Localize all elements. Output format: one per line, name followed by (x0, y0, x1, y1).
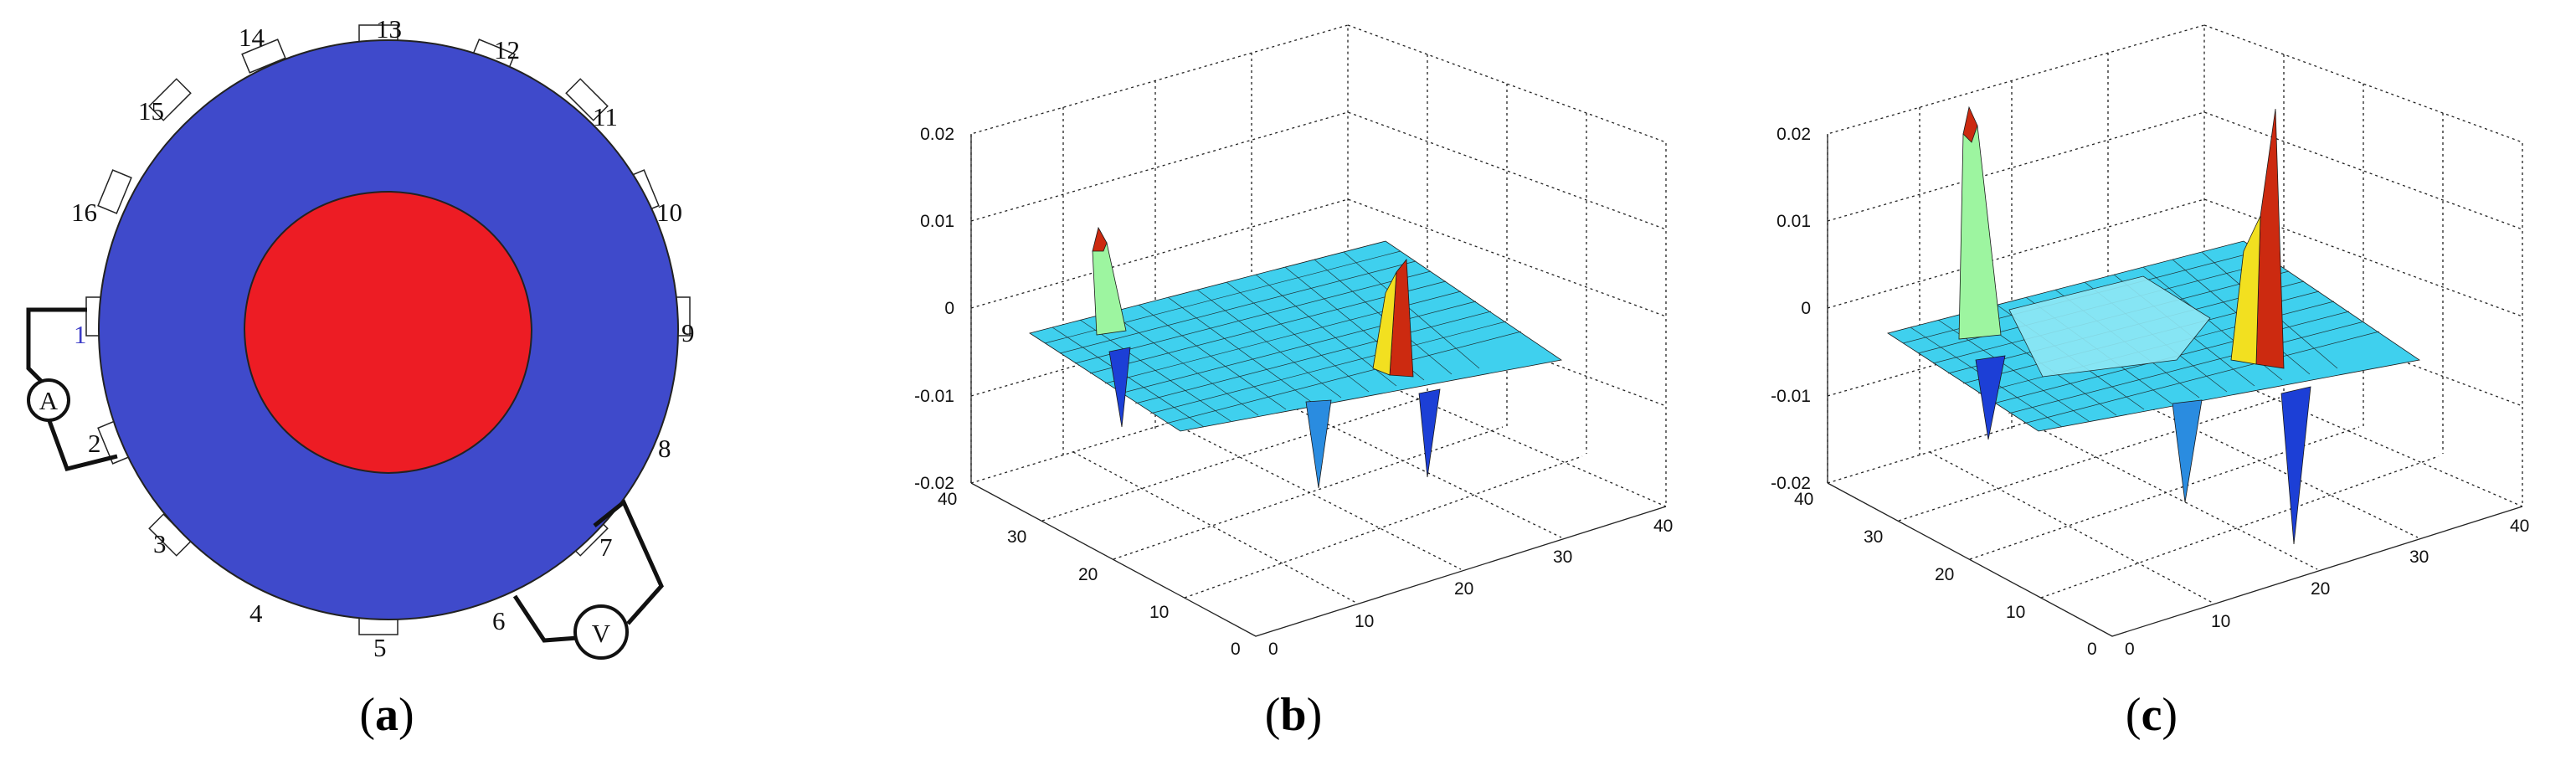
panel-b-spike-left-peak (1092, 226, 1108, 252)
panel-c-y-tick: 30 (1864, 527, 1883, 547)
panel-b-dip-left (1108, 347, 1131, 428)
panel-b-z-tick: 0.01 (920, 212, 954, 231)
electrode-label-1: 1 (74, 320, 87, 349)
panel-c-x-tick: 20 (2311, 579, 2330, 599)
panel-c-dip-mid (2172, 399, 2203, 503)
panel-c-spike-left (1958, 125, 2002, 340)
electrode-tab-11 (565, 78, 609, 121)
panel-b-dip-mid (1305, 399, 1332, 489)
electrode-label-14: 14 (239, 23, 265, 52)
panel-b-x-tick: 0 (1268, 640, 1278, 659)
panel-c-y-ticks: 40 30 20 10 0 (1794, 490, 2097, 659)
panel-b-surface (1029, 226, 1563, 489)
panel-c-label-letter: c (2142, 689, 2162, 741)
panel-c-x-tick: 40 (2510, 517, 2529, 536)
electrode-label-3: 3 (153, 529, 167, 558)
panel-b-surface-base (1029, 240, 1563, 432)
panel-a-label: (a) (359, 689, 414, 741)
panel-c-z-tick: 0.01 (1776, 212, 1811, 231)
panel-c-label-close: ) (2162, 689, 2178, 741)
electrode-labels: 1 2 3 4 5 6 7 8 9 10 11 12 13 14 15 16 (71, 14, 695, 662)
panel-b-z-tick: 0.02 (920, 125, 954, 144)
panel-b-label-letter: b (1280, 689, 1306, 741)
panel-c-x-tick: 10 (2211, 612, 2230, 631)
panel-c-z-tick: 0.02 (1776, 125, 1811, 144)
panel-b-y-tick: 0 (1231, 640, 1241, 659)
panel-c-y-tick: 40 (1794, 490, 1813, 509)
electrode-tab-14 (241, 39, 286, 74)
panel-b-spike-right-yellow (1372, 271, 1397, 376)
panel-c-label: (c) (2126, 689, 2178, 741)
panel-b-x-ticks: 0 10 20 30 40 (1268, 517, 1673, 659)
panel-b-x-tick: 10 (1355, 612, 1374, 631)
panel-c: 0.02 0.01 0 -0.01 -0.02 40 30 20 10 0 0 … (1771, 24, 2529, 741)
panel-c-dip-right (2280, 386, 2311, 545)
panel-b-y-tick: 10 (1149, 603, 1169, 622)
electrode-label-15: 15 (138, 96, 164, 126)
electrode-label-7: 7 (599, 532, 613, 562)
panel-a-label-close: ) (398, 689, 414, 741)
panel-c-label-open: ( (2126, 689, 2142, 741)
panel-b-y-ticks: 40 30 20 10 0 (938, 490, 1241, 659)
electrode-label-9: 9 (681, 318, 695, 347)
panel-b-x-tick: 40 (1653, 517, 1673, 536)
panel-b-label-open: ( (1265, 689, 1281, 741)
panel-b-label-close: ) (1307, 689, 1323, 741)
panel-c-z-tick: -0.01 (1771, 387, 1811, 406)
panel-c-spike-right-yellow (2230, 215, 2261, 365)
electrode-label-10: 10 (656, 198, 682, 227)
panel-c-surface (1887, 105, 2421, 545)
electrode-label-5: 5 (373, 633, 387, 662)
panel-c-spike-right-red (2255, 108, 2285, 369)
panel-c-x-tick: 30 (2409, 548, 2429, 567)
panel-b-dip-right (1418, 388, 1441, 478)
voltmeter (573, 604, 629, 660)
ammeter (27, 378, 70, 422)
electrode-label-16: 16 (71, 198, 97, 227)
panel-b-z-tick: 0 (944, 299, 954, 318)
panel-c-z-tick: 0 (1801, 299, 1811, 318)
panel-a-label-open: ( (359, 689, 375, 741)
panel-c-y-tick: 10 (2006, 603, 2025, 622)
electrode-label-12: 12 (494, 35, 520, 64)
panel-b-z-ticks: 0.02 0.01 0 -0.01 -0.02 (914, 125, 954, 493)
electrode-label-11: 11 (593, 102, 618, 131)
panel-c-ridge (2008, 275, 2211, 378)
panel-b-label: (b) (1265, 689, 1322, 741)
panel-b-z-tick: -0.01 (914, 387, 954, 406)
panel-b-y-tick: 30 (1007, 527, 1026, 547)
electrode-label-8: 8 (658, 434, 671, 463)
panel-b-spike-left-yellow (1092, 242, 1127, 336)
panel-a-label-letter: a (375, 689, 398, 741)
electrode-tab-16 (97, 169, 132, 214)
panel-b-y-tick: 20 (1078, 565, 1098, 584)
panel-c-y-tick: 20 (1935, 565, 1954, 584)
panel-c-z-ticks: 0.02 0.01 0 -0.01 -0.02 (1771, 125, 1811, 493)
electrode-label-6: 6 (492, 606, 506, 635)
panel-b-x-tick: 30 (1553, 548, 1572, 567)
panel-b-z-tick: -0.02 (914, 474, 954, 493)
panel-c-y-tick: 0 (2087, 640, 2097, 659)
inner-inclusion (243, 190, 533, 475)
voltmeter-circuit (512, 499, 664, 643)
panel-b-y-tick: 40 (938, 490, 957, 509)
panel-c-dip-left (1975, 355, 2006, 440)
panel-b-x-tick: 20 (1454, 579, 1473, 599)
panel-a: A V 1 2 3 4 5 6 7 8 9 10 11 12 13 14 15 … (26, 14, 695, 741)
ammeter-circuit (26, 307, 118, 471)
panel-b: 0.02 0.01 0 -0.01 -0.02 40 30 20 10 0 0 … (914, 24, 1673, 741)
panel-c-x-ticks: 0 10 20 30 40 (2125, 517, 2529, 659)
electrode-label-2: 2 (88, 429, 101, 458)
electrode-tab-15 (148, 78, 192, 121)
panel-c-spike-left-peak (1962, 105, 1978, 143)
voltmeter-label: V (592, 619, 611, 648)
panel-c-x-tick: 0 (2125, 640, 2135, 659)
electrode-label-4: 4 (249, 599, 263, 628)
electrode-label-13: 13 (376, 14, 402, 44)
ammeter-label: A (39, 386, 59, 415)
panel-c-z-tick: -0.02 (1771, 474, 1811, 493)
